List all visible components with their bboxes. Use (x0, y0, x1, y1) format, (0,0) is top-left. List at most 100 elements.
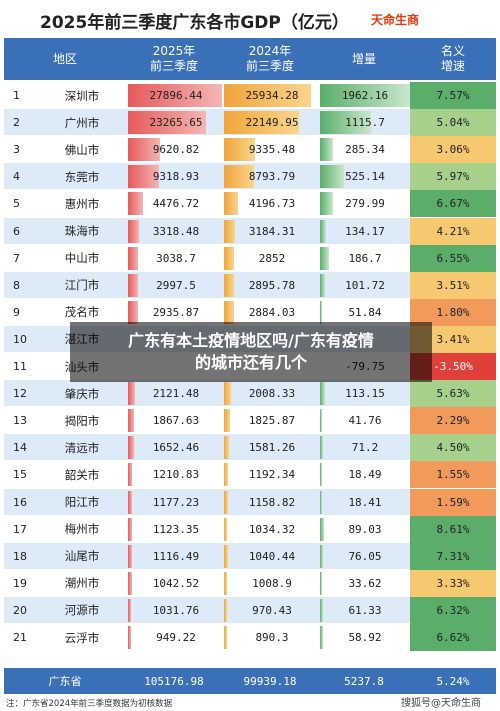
row-city: 深圳市 (64, 88, 100, 103)
value-2024: 2884.03 (248, 305, 296, 319)
value-2025: 1652.46 (152, 441, 200, 455)
bar-increase (320, 246, 329, 270)
row-rank: 21 (13, 631, 27, 644)
chart-title: 2025年前三季度广东各市GDP（亿元） (40, 13, 349, 33)
row-rank: 15 (13, 468, 27, 482)
table-header-row: 地区 2025年 前三季度 2024年 前三季度 增量 名义 增速 (4, 38, 496, 80)
growth-rate-cell: 2.29% (410, 407, 496, 435)
value-2024: 1581.26 (248, 441, 296, 455)
bar-2024 (224, 84, 312, 107)
value-2024: 1158.82 (248, 495, 296, 509)
bar-2025 (128, 192, 144, 216)
total-gdp-2025: 105176.98 (144, 674, 204, 688)
bar-increase (320, 598, 323, 622)
value-2024: 4196.73 (248, 197, 296, 211)
bar-2024 (224, 544, 228, 568)
value-2024: 1008.9 (252, 576, 292, 590)
bar-increase (320, 192, 333, 216)
growth-rate-cell: 7.57% (410, 82, 496, 109)
value-2025: 1123.35 (152, 522, 200, 536)
table-row: 2 广州市 23265.65 22149.95 1115.7 5.04% (4, 109, 496, 137)
value-2024: 1034.32 (248, 522, 296, 536)
table-row: 6 珠海市 3318.48 3184.31 134.17 4.21% (4, 217, 496, 245)
bar-2024 (224, 409, 231, 433)
row-city: 珠海市 (64, 224, 100, 238)
column-header-increase: 增量 (351, 51, 376, 66)
total-increase: 5237.8 (344, 674, 384, 688)
value-2024: 1825.87 (248, 414, 296, 428)
bar-2024 (224, 598, 228, 622)
value-2024: 2008.33 (248, 387, 296, 401)
value-2025: 23265.65 (149, 116, 203, 130)
value-2025: 1177.23 (152, 495, 200, 509)
value-increase: 186.7 (348, 251, 382, 265)
row-rank: 11 (13, 360, 27, 373)
value-increase: 18.49 (348, 468, 382, 482)
value-increase: 18.41 (348, 495, 382, 509)
growth-rate-cell: 8.61% (410, 515, 496, 543)
bar-2024 (224, 111, 299, 135)
bar-increase (320, 111, 372, 135)
bar-2025 (128, 165, 160, 189)
table-row: 21 云浮市 949.22 890.3 58.92 6.62% (4, 624, 496, 652)
growth-rate-cell: 4.50% (410, 434, 496, 462)
table-row: 5 惠州市 4476.72 4196.73 279.99 6.67% (4, 190, 496, 218)
bar-increase (320, 84, 410, 107)
value-2024: 9335.48 (248, 143, 296, 157)
bar-2025 (128, 382, 136, 406)
bar-2025 (128, 300, 138, 324)
headline-overlay[interactable]: 广东有本土疫情地区吗/广东有疫情 的城市还有几个 (70, 322, 432, 382)
bar-2025 (128, 111, 207, 135)
bar-increase (320, 517, 325, 541)
row-city: 广州市 (64, 115, 100, 130)
growth-rate-cell: 6.67% (410, 190, 496, 218)
growth-rate-cell: 1.80% (410, 298, 496, 326)
row-rank: 2 (13, 116, 20, 130)
value-2025: 4476.72 (152, 197, 200, 211)
table-row: 15 韶关市 1210.83 1192.34 18.49 1.55% (4, 461, 496, 489)
value-increase: 41.76 (348, 414, 382, 428)
bar-2024 (224, 273, 234, 297)
bar-2025 (128, 626, 132, 649)
growth-rate-cell: 6.55% (410, 244, 496, 272)
bar-2024 (224, 165, 254, 189)
value-increase: 58.92 (348, 631, 382, 644)
value-increase: 51.84 (348, 305, 382, 319)
value-increase: 76.05 (348, 549, 382, 563)
growth-rate-cell: 7.31% (410, 542, 496, 570)
value-2025: 3318.48 (152, 224, 200, 238)
value-increase: 525.14 (345, 170, 385, 184)
brand-logo-text: 天命生商 (371, 13, 420, 27)
row-rank: 1 (13, 89, 20, 102)
value-increase: 61.33 (348, 603, 382, 617)
bar-2025 (128, 219, 140, 243)
row-rank: 10 (13, 332, 27, 346)
bar-2025 (128, 138, 161, 162)
bar-2024 (224, 490, 228, 514)
row-rank: 14 (13, 441, 27, 455)
row-rank: 4 (13, 170, 20, 184)
value-2025: 9620.82 (152, 143, 200, 157)
table-row: 13 揭阳市 1867.63 1825.87 41.76 2.29% (4, 407, 496, 435)
bar-2025 (128, 84, 222, 107)
row-city: 东莞市 (64, 169, 100, 184)
value-increase: 71.2 (351, 441, 379, 455)
column-header-growth: 名义 增速 (440, 44, 465, 73)
bar-2024 (224, 382, 231, 406)
table-row: 1 深圳市 27896.44 25934.28 1962.16 7.57% (4, 82, 496, 110)
row-rank: 5 (13, 197, 20, 211)
bar-increase (320, 273, 325, 297)
row-rank: 12 (13, 387, 27, 401)
row-rank: 16 (13, 495, 27, 509)
bar-2024 (224, 463, 229, 487)
bar-increase (320, 165, 345, 189)
bar-increase (320, 219, 327, 243)
row-city: 梅州市 (64, 522, 100, 537)
value-increase: 279.99 (345, 197, 385, 211)
value-increase: 285.34 (345, 143, 385, 157)
row-city: 阳江市 (64, 495, 100, 509)
bar-increase (320, 138, 334, 162)
row-city: 佛山市 (64, 142, 100, 157)
table-row: 14 清远市 1652.46 1581.26 71.2 4.50% (4, 434, 496, 462)
row-rank: 20 (13, 603, 27, 617)
